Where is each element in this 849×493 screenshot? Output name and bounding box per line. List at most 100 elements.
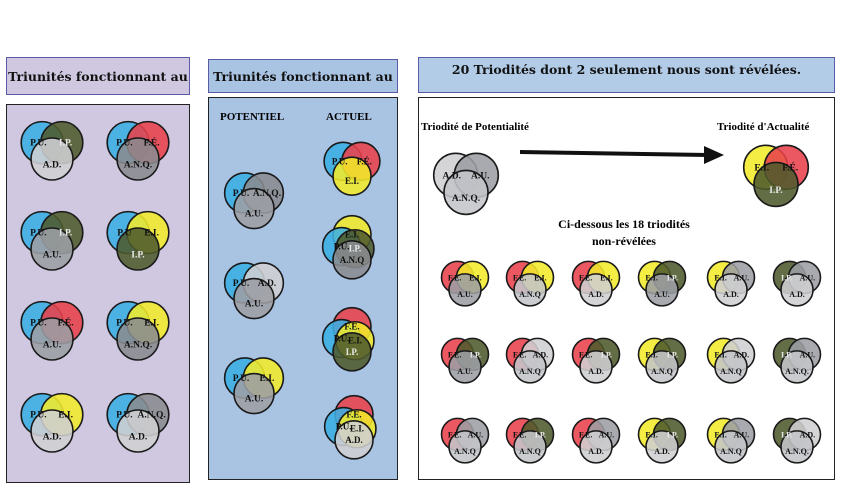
left-group-4-label-2: E.I. [144, 229, 159, 239]
actuel-group-4-circle-4 [334, 420, 374, 460]
nonrevealed-group-10-label-1: E.I. [645, 350, 657, 359]
actuel-group-2-label-4: A.N.Q [340, 255, 365, 265]
header-right: 20 Triodités dont 2 seulement nous sont … [418, 57, 835, 93]
left-group-3-label-1: P.U. [30, 229, 47, 239]
left-group-5-label-3: A.U. [43, 340, 61, 350]
nonrevealed-group-4: E.I. I.P. A.U. [637, 260, 687, 307]
nonrevealed-group-3: F.É. E.I. A.D. [571, 260, 621, 307]
potentialite-group-label-1: A.D. [443, 171, 461, 181]
nonrevealed-group-8: F.É. A.D. A.N.Q [505, 337, 555, 384]
potentialite-group: A.D. A.U. A.N.Q. [432, 152, 500, 216]
header-left-text: Triunités fonctionnant au [8, 68, 188, 84]
nonrevealed-group-18-label-3: A.N.Q. [785, 447, 809, 456]
left-group-1-circle-3 [30, 137, 74, 181]
nonrevealed-group-7-circle-3 [448, 350, 482, 384]
nonrevealed-group-3-label-1: F.É. [579, 272, 593, 282]
nonrevealed-group-5-label-1: E.I. [714, 273, 726, 282]
nonrevealed-group-10: E.I. I.P. A.N.Q [637, 337, 687, 384]
actuel-group-2-circle-4 [332, 240, 372, 280]
nonrevealed-group-4-label-1: E.I. [645, 273, 657, 282]
left-group-4: P.U E.I. I.P. [106, 210, 170, 271]
nonrevealed-group-9-label-2: I.P. [601, 350, 612, 359]
left-group-5: P.U. F.É. A.U. [20, 300, 84, 361]
left-group-2-label-3: A.N.Q. [124, 160, 152, 170]
nonrevealed-group-11-label-2: A.D. [734, 350, 750, 359]
actuel-group-3-label-2: P.U. [334, 334, 350, 344]
left-group-5-circle-3 [30, 317, 74, 361]
nonrevealed-group-5-label-2: A.U. [734, 273, 750, 282]
left-group-2-circle-3 [116, 137, 160, 181]
actualite-title: Triodité d'Actualité [717, 121, 809, 133]
actuel-group-3: F.É. P.U.E.I.I.P. [321, 306, 375, 372]
left-group-2: P.U. F.É. A.N.Q. [106, 120, 170, 181]
nonrevealed-group-7: F.É. I.P. A.U. [440, 337, 490, 384]
actuel-group-4-label-3: E.I. [350, 424, 364, 434]
nonrevealed-group-9-label-3: A.D. [588, 367, 604, 376]
left-group-6-label-1: P.U. [116, 319, 133, 329]
potentiel-group-2: P.U. A.D. A.U. [223, 262, 285, 320]
nonrevealed-group-18-circle-3 [780, 430, 814, 464]
actuel-group-3-label-1: F.É. [344, 322, 359, 332]
left-group-8-circle-3 [116, 409, 160, 453]
nonrevealed-group-12-label-1: I.P. [781, 350, 792, 359]
nonrevealed-group-2-circle-3 [513, 273, 547, 307]
potentialite-group-label-3: A.N.Q. [452, 194, 480, 204]
nonrevealed-group-2-label-3: A.N.Q [519, 290, 541, 299]
left-group-1: P.U. I.P. A.D. [20, 120, 84, 181]
actuel-group-4: F.É. P.U.E.I.A.D. [323, 394, 377, 460]
nonrevealed-group-6-circle-3 [780, 273, 814, 307]
nonrevealed-group-13-label-1: F.É. [448, 429, 462, 439]
nonrevealed-group-1-label-1: F.É. [448, 272, 462, 282]
nonrevealed-group-16-label-1: E.I. [645, 430, 657, 439]
potentiel-group-2-label-3: A.U. [245, 300, 263, 310]
nonrevealed-group-15-label-2: A.U. [599, 430, 615, 439]
nonrevealed-group-6-label-2: A.U. [800, 273, 816, 282]
nonrevealed-group-4-label-3: A.U. [654, 290, 670, 299]
actuel-group-2-label-2: P.U. [334, 242, 350, 252]
nonrevealed-group-12-circle-3 [780, 350, 814, 384]
left-group-2-label-2: F.É. [144, 137, 160, 149]
nonrevealed-group-2: F.É. E.I. A.N.Q [505, 260, 555, 307]
header-right-text: 20 Triodités dont 2 seulement nous sont … [451, 62, 802, 77]
header-middle-text: Triunités fonctionnant au [213, 68, 393, 84]
left-group-8-label-2: A.N.Q. [137, 411, 165, 421]
potentiel-group-2-label-2: A.D. [258, 279, 276, 289]
nonrevealed-group-8-circle-3 [513, 350, 547, 384]
left-group-1-label-3: A.D. [43, 160, 61, 170]
actualite-group-circle-3 [753, 161, 799, 208]
potentiel-group-3-label-3: A.U. [245, 395, 263, 405]
nonrevealed-group-7-label-1: F.É. [448, 349, 462, 359]
nonrevealed-group-13-label-3: A.N.Q [454, 447, 476, 456]
actuel-label: ACTUEL [326, 111, 372, 123]
nonrevealed-group-11-circle-3 [714, 350, 748, 384]
left-group-4-circle-3 [116, 227, 160, 271]
left-group-5-label-1: P.U. [30, 319, 47, 329]
actuel-group-4-label-4: A.D. [345, 435, 363, 445]
nonrevealed-group-5-label-3: A.D. [723, 290, 739, 299]
nonrevealed-group-7-label-2: I.P. [470, 350, 481, 359]
nonrevealed-group-11-label-3: A.N.Q [720, 367, 742, 376]
nonrevealed-group-15: F.É. A.U. A.D. [571, 417, 621, 464]
nonrevealed-group-9: F.É. I.P. A.D. [571, 337, 621, 384]
potentialite-group-circle-3 [443, 169, 489, 216]
left-group-4-label-3: I.P. [131, 250, 144, 260]
nonrevealed-group-15-circle-3 [579, 430, 613, 464]
nonrevealed-group-2-label-2: E.I. [534, 273, 546, 282]
left-group-3-label-3: A.U. [43, 250, 61, 260]
nonrevealed-group-11-label-1: E.I. [714, 350, 726, 359]
nonrevealed-group-14: F.É. I.P. A.N.Q [505, 417, 555, 464]
nonrevealed-group-14-circle-3 [513, 430, 547, 464]
left-group-1-label-1: P.U. [30, 139, 47, 149]
arrow-head [704, 146, 724, 164]
nonrevealed-group-1-label-2: E.I. [469, 273, 481, 282]
actuel-group-2-label-3: I.P. [349, 244, 362, 254]
actuel-group-3-label-4: I.P. [346, 347, 359, 357]
arrow-shaft [519, 150, 709, 157]
potentiel-label: POTENTIEL [220, 111, 284, 123]
potentiel-group-1-circle-3 [233, 187, 275, 230]
actuel-group-1-label-3: E.I. [345, 176, 359, 186]
nonrevealed-group-18-label-2: A.D. [800, 430, 816, 439]
left-group-7-label-3: A.D. [43, 432, 61, 442]
potentiel-group-1: P.U. A.N.Q. A.U. [223, 172, 285, 230]
nonrevealed-group-17-label-1: E.I. [714, 430, 726, 439]
